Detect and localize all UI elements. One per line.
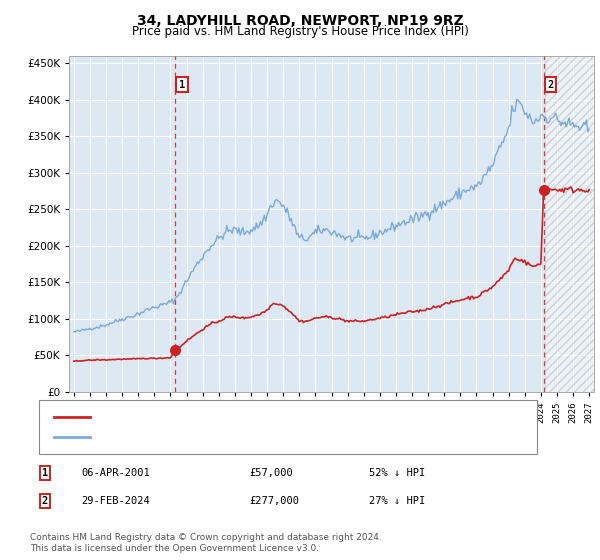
- Text: 29-FEB-2024: 29-FEB-2024: [81, 496, 150, 506]
- Bar: [545, 56, 594, 392]
- Text: HPI: Average price, detached house, Newport: HPI: Average price, detached house, Newp…: [99, 432, 336, 442]
- Text: 1: 1: [42, 468, 48, 478]
- Text: 1: 1: [179, 80, 185, 90]
- Text: 34, LADYHILL ROAD, NEWPORT, NP19 9RZ: 34, LADYHILL ROAD, NEWPORT, NP19 9RZ: [137, 14, 463, 28]
- Text: 52% ↓ HPI: 52% ↓ HPI: [369, 468, 425, 478]
- Text: 34, LADYHILL ROAD, NEWPORT, NP19 9RZ (detached house): 34, LADYHILL ROAD, NEWPORT, NP19 9RZ (de…: [99, 412, 413, 422]
- Text: 2: 2: [548, 80, 554, 90]
- Text: Contains HM Land Registry data © Crown copyright and database right 2024.
This d: Contains HM Land Registry data © Crown c…: [30, 533, 382, 553]
- Text: 27% ↓ HPI: 27% ↓ HPI: [369, 496, 425, 506]
- Text: 06-APR-2001: 06-APR-2001: [81, 468, 150, 478]
- Text: 2: 2: [42, 496, 48, 506]
- Text: £277,000: £277,000: [249, 496, 299, 506]
- Text: Price paid vs. HM Land Registry's House Price Index (HPI): Price paid vs. HM Land Registry's House …: [131, 25, 469, 38]
- Text: £57,000: £57,000: [249, 468, 293, 478]
